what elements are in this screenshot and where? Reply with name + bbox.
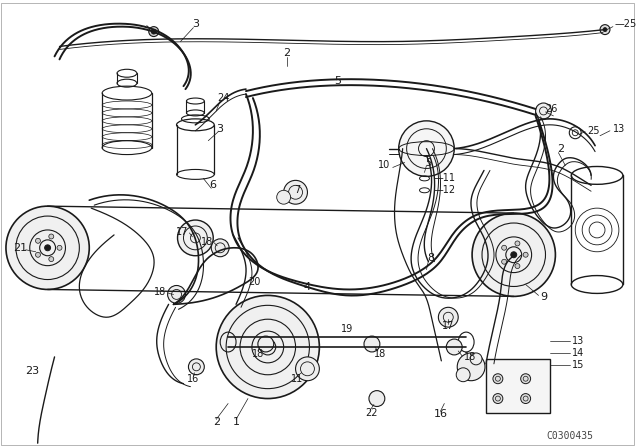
Circle shape (521, 374, 531, 383)
Text: 26: 26 (545, 104, 558, 114)
Text: 5: 5 (333, 76, 340, 86)
Text: 17: 17 (442, 321, 454, 331)
Circle shape (493, 394, 503, 404)
Circle shape (600, 25, 610, 34)
Text: 22: 22 (365, 409, 378, 418)
Circle shape (369, 391, 385, 406)
Circle shape (456, 368, 470, 382)
Text: 5: 5 (426, 158, 431, 168)
Bar (486, 359, 550, 414)
Circle shape (296, 357, 319, 381)
Circle shape (211, 239, 229, 257)
Text: C0300435: C0300435 (547, 431, 594, 441)
Text: —25: —25 (615, 19, 637, 29)
Circle shape (470, 353, 482, 365)
Circle shape (264, 343, 272, 351)
Text: —12: —12 (433, 185, 456, 195)
Text: 6: 6 (210, 180, 217, 190)
Circle shape (258, 336, 274, 352)
Text: 3: 3 (217, 124, 223, 134)
Text: 7: 7 (294, 185, 301, 195)
Circle shape (502, 259, 507, 264)
Text: 8: 8 (427, 253, 434, 263)
Text: 16: 16 (433, 409, 447, 419)
Text: 17: 17 (176, 227, 188, 237)
Circle shape (49, 234, 54, 239)
Text: 24: 24 (217, 93, 229, 103)
Circle shape (49, 257, 54, 262)
Text: 14: 14 (572, 348, 584, 358)
Circle shape (603, 28, 607, 32)
Text: 25: 25 (587, 126, 600, 136)
Text: 18: 18 (374, 349, 386, 359)
Circle shape (57, 246, 62, 250)
Text: 20: 20 (249, 276, 261, 287)
Circle shape (521, 394, 531, 404)
Text: 18: 18 (252, 349, 264, 359)
Circle shape (446, 339, 462, 355)
Circle shape (536, 103, 552, 119)
Circle shape (399, 121, 454, 177)
Text: 18: 18 (154, 288, 166, 297)
Text: 11: 11 (291, 374, 303, 384)
Text: —11: —11 (433, 173, 456, 183)
Text: 13: 13 (572, 336, 584, 346)
Circle shape (523, 252, 528, 257)
Circle shape (493, 374, 503, 383)
Circle shape (177, 220, 213, 256)
Text: 1: 1 (232, 418, 239, 427)
Circle shape (151, 29, 156, 34)
Text: 2: 2 (212, 418, 220, 427)
Text: 3: 3 (192, 19, 199, 29)
Text: 2: 2 (557, 144, 564, 154)
Circle shape (276, 190, 291, 204)
Circle shape (6, 206, 89, 289)
Circle shape (35, 252, 40, 257)
Text: 18: 18 (201, 237, 213, 247)
Text: 15: 15 (572, 360, 585, 370)
Circle shape (364, 336, 380, 352)
Text: 9: 9 (541, 293, 548, 302)
Circle shape (216, 295, 319, 399)
Circle shape (457, 353, 485, 381)
Circle shape (438, 307, 458, 327)
Text: 10: 10 (378, 160, 390, 171)
Text: 19: 19 (341, 324, 353, 334)
Circle shape (188, 359, 204, 375)
Text: 21: 21 (13, 243, 27, 253)
Circle shape (515, 241, 520, 246)
Text: 16: 16 (188, 374, 200, 384)
Circle shape (511, 252, 516, 258)
Circle shape (515, 263, 520, 268)
Circle shape (35, 238, 40, 243)
Text: 4: 4 (304, 283, 311, 293)
Circle shape (168, 285, 186, 303)
Text: 2: 2 (283, 48, 290, 58)
Circle shape (45, 245, 51, 251)
Circle shape (148, 26, 159, 37)
Text: 13: 13 (613, 124, 625, 134)
Circle shape (472, 213, 556, 297)
Circle shape (284, 181, 307, 204)
Text: 23: 23 (26, 366, 40, 376)
Circle shape (502, 245, 507, 250)
Text: 18: 18 (464, 352, 476, 362)
